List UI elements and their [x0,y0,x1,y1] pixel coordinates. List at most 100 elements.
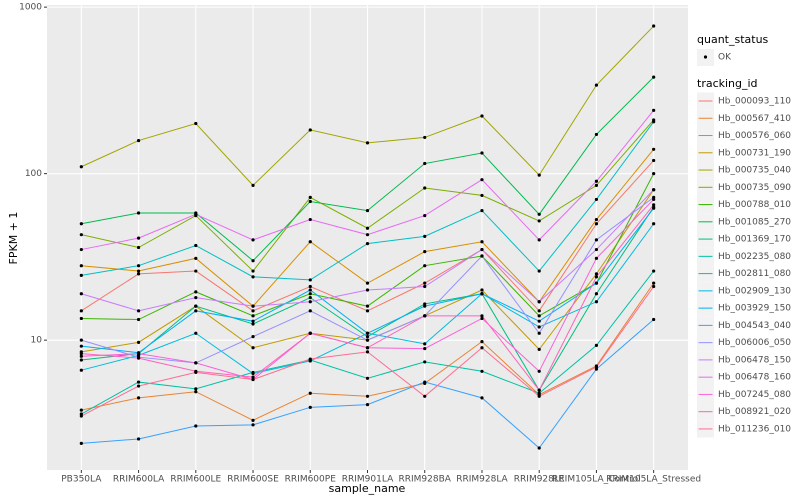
legend-label: Hb_001369_170 [718,235,791,245]
data-point [537,212,541,216]
data-point [480,151,484,155]
data-point [136,317,141,322]
data-point [480,292,484,296]
data-point [308,300,312,304]
y-tick-label: 100 [25,169,42,179]
data-point [594,222,599,226]
data-point [79,165,83,169]
data-point [480,340,484,344]
data-point [423,161,427,166]
data-point [652,222,656,226]
data-point [79,264,83,268]
x-axis-title: sample_name [329,482,406,495]
x-tick-label: RRIM928LA [456,475,508,485]
data-point [423,135,427,140]
data-point [537,325,541,329]
data-point [79,222,83,226]
data-point [537,309,541,313]
data-point [136,340,141,344]
data-point [480,114,484,118]
data-point [251,238,255,242]
data-point [194,256,198,260]
data-point [136,352,141,356]
y-axis-title: FPKM + 1 [7,212,20,265]
data-point [365,304,370,308]
legend-label: Hb_008921_020 [718,407,791,417]
x-tick-label: RRIM105LA_Control [552,475,641,485]
legend-label: Hb_006478_160 [718,373,791,383]
data-point [537,314,541,318]
data-point [423,394,427,398]
data-point [652,317,656,322]
data-point [594,132,599,137]
data-point [652,75,656,79]
data-point [423,342,427,346]
data-point [594,83,599,87]
data-point [365,331,370,335]
data-point [136,138,141,143]
data-point [652,206,656,210]
data-point [480,178,484,182]
data-point [480,193,484,198]
data-point [594,281,599,285]
legend-label: Hb_004543_040 [718,321,791,331]
data-point [194,331,198,335]
data-point [537,394,541,398]
data-point [308,296,312,300]
x-tick-label: RRIM928LE [514,475,565,485]
data-point [594,343,599,347]
data-point [308,309,312,313]
data-point [308,199,312,204]
data-point [537,347,541,351]
data-point [308,391,312,395]
data-point [652,120,656,124]
legend-label: Hb_002909_130 [718,286,791,296]
data-point [136,264,141,268]
data-point [79,316,83,321]
data-point [136,356,141,360]
data-point [194,212,198,216]
data-point [480,316,484,321]
data-point [480,288,484,292]
data-point [423,186,427,190]
data-point [308,292,312,296]
data-point [136,211,141,215]
legend-label: Hb_002811_080 [718,269,791,279]
data-point [79,441,83,445]
data-point [79,408,83,412]
data-point [594,256,599,260]
data-point [423,281,427,285]
data-point [423,360,427,364]
data-point [194,390,198,394]
data-point [594,217,599,222]
data-point [308,357,312,361]
data-point [194,370,198,375]
data-point [365,233,370,237]
x-tick-label: RRIM928BA [399,475,452,485]
data-point [194,269,198,273]
x-tick-label: RRIM600PE [285,475,337,485]
data-point [251,346,255,350]
data-point [79,273,83,277]
data-point [480,314,484,318]
legend-label: Hb_011236_010 [718,424,791,434]
legend-label: Hb_000093_110 [718,97,791,107]
x-tick-label: RRIM600LE [170,475,221,485]
data-point [537,319,541,323]
x-tick-label: RRIM901LA [342,475,394,485]
data-point [594,300,599,304]
data-point [652,284,656,289]
data-point [423,234,427,238]
data-point [652,147,656,151]
legend-label: Hb_006478_150 [718,355,791,365]
data-point [251,319,255,323]
data-point [79,368,83,372]
legend-point [703,55,708,59]
data-point [194,121,198,126]
data-point [194,309,198,313]
data-point [79,354,83,358]
data-point [251,269,255,273]
data-point [194,296,198,300]
data-point [423,380,427,384]
data-point [537,269,541,273]
